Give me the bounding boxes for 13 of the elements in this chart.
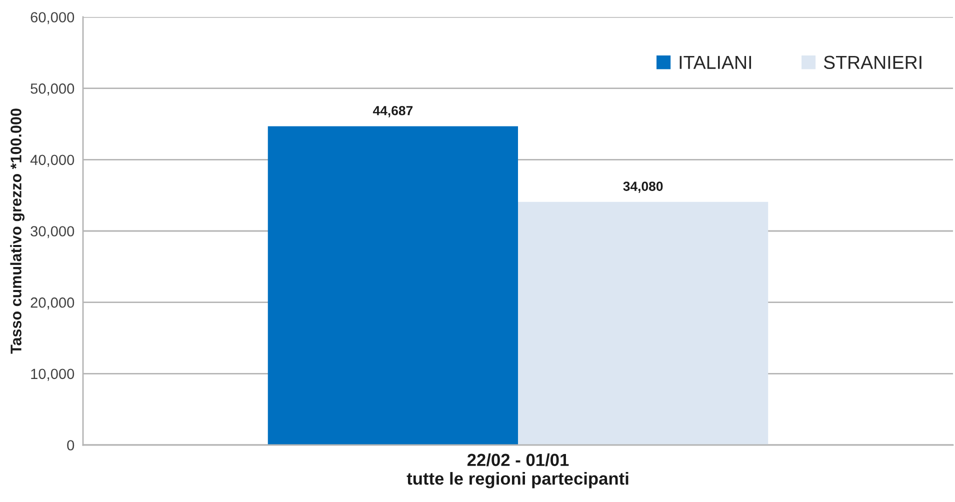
y-tick-label: 10,000 bbox=[31, 368, 74, 381]
x-tick-label: 22/02 - 01/01 tutte le regioni partecipanti bbox=[406, 453, 628, 488]
data-label: 44,687 bbox=[372, 106, 413, 118]
data-label: 34,080 bbox=[623, 182, 663, 193]
y-tick-label: 0 bbox=[67, 440, 74, 450]
y-tick-label: 30,000 bbox=[30, 226, 74, 238]
legend-label: ITALIANI bbox=[680, 56, 752, 69]
y-tick-label: 50,000 bbox=[30, 83, 74, 96]
y-tick-label: 20,000 bbox=[30, 297, 74, 310]
legend-label: STRANIERI bbox=[824, 56, 922, 70]
y-tick-label: 60,000 bbox=[30, 12, 74, 24]
y-tick-label: 40,000 bbox=[30, 154, 74, 167]
y-axis-title: Tasso cumulativo grezzo *100.000 bbox=[10, 108, 25, 354]
